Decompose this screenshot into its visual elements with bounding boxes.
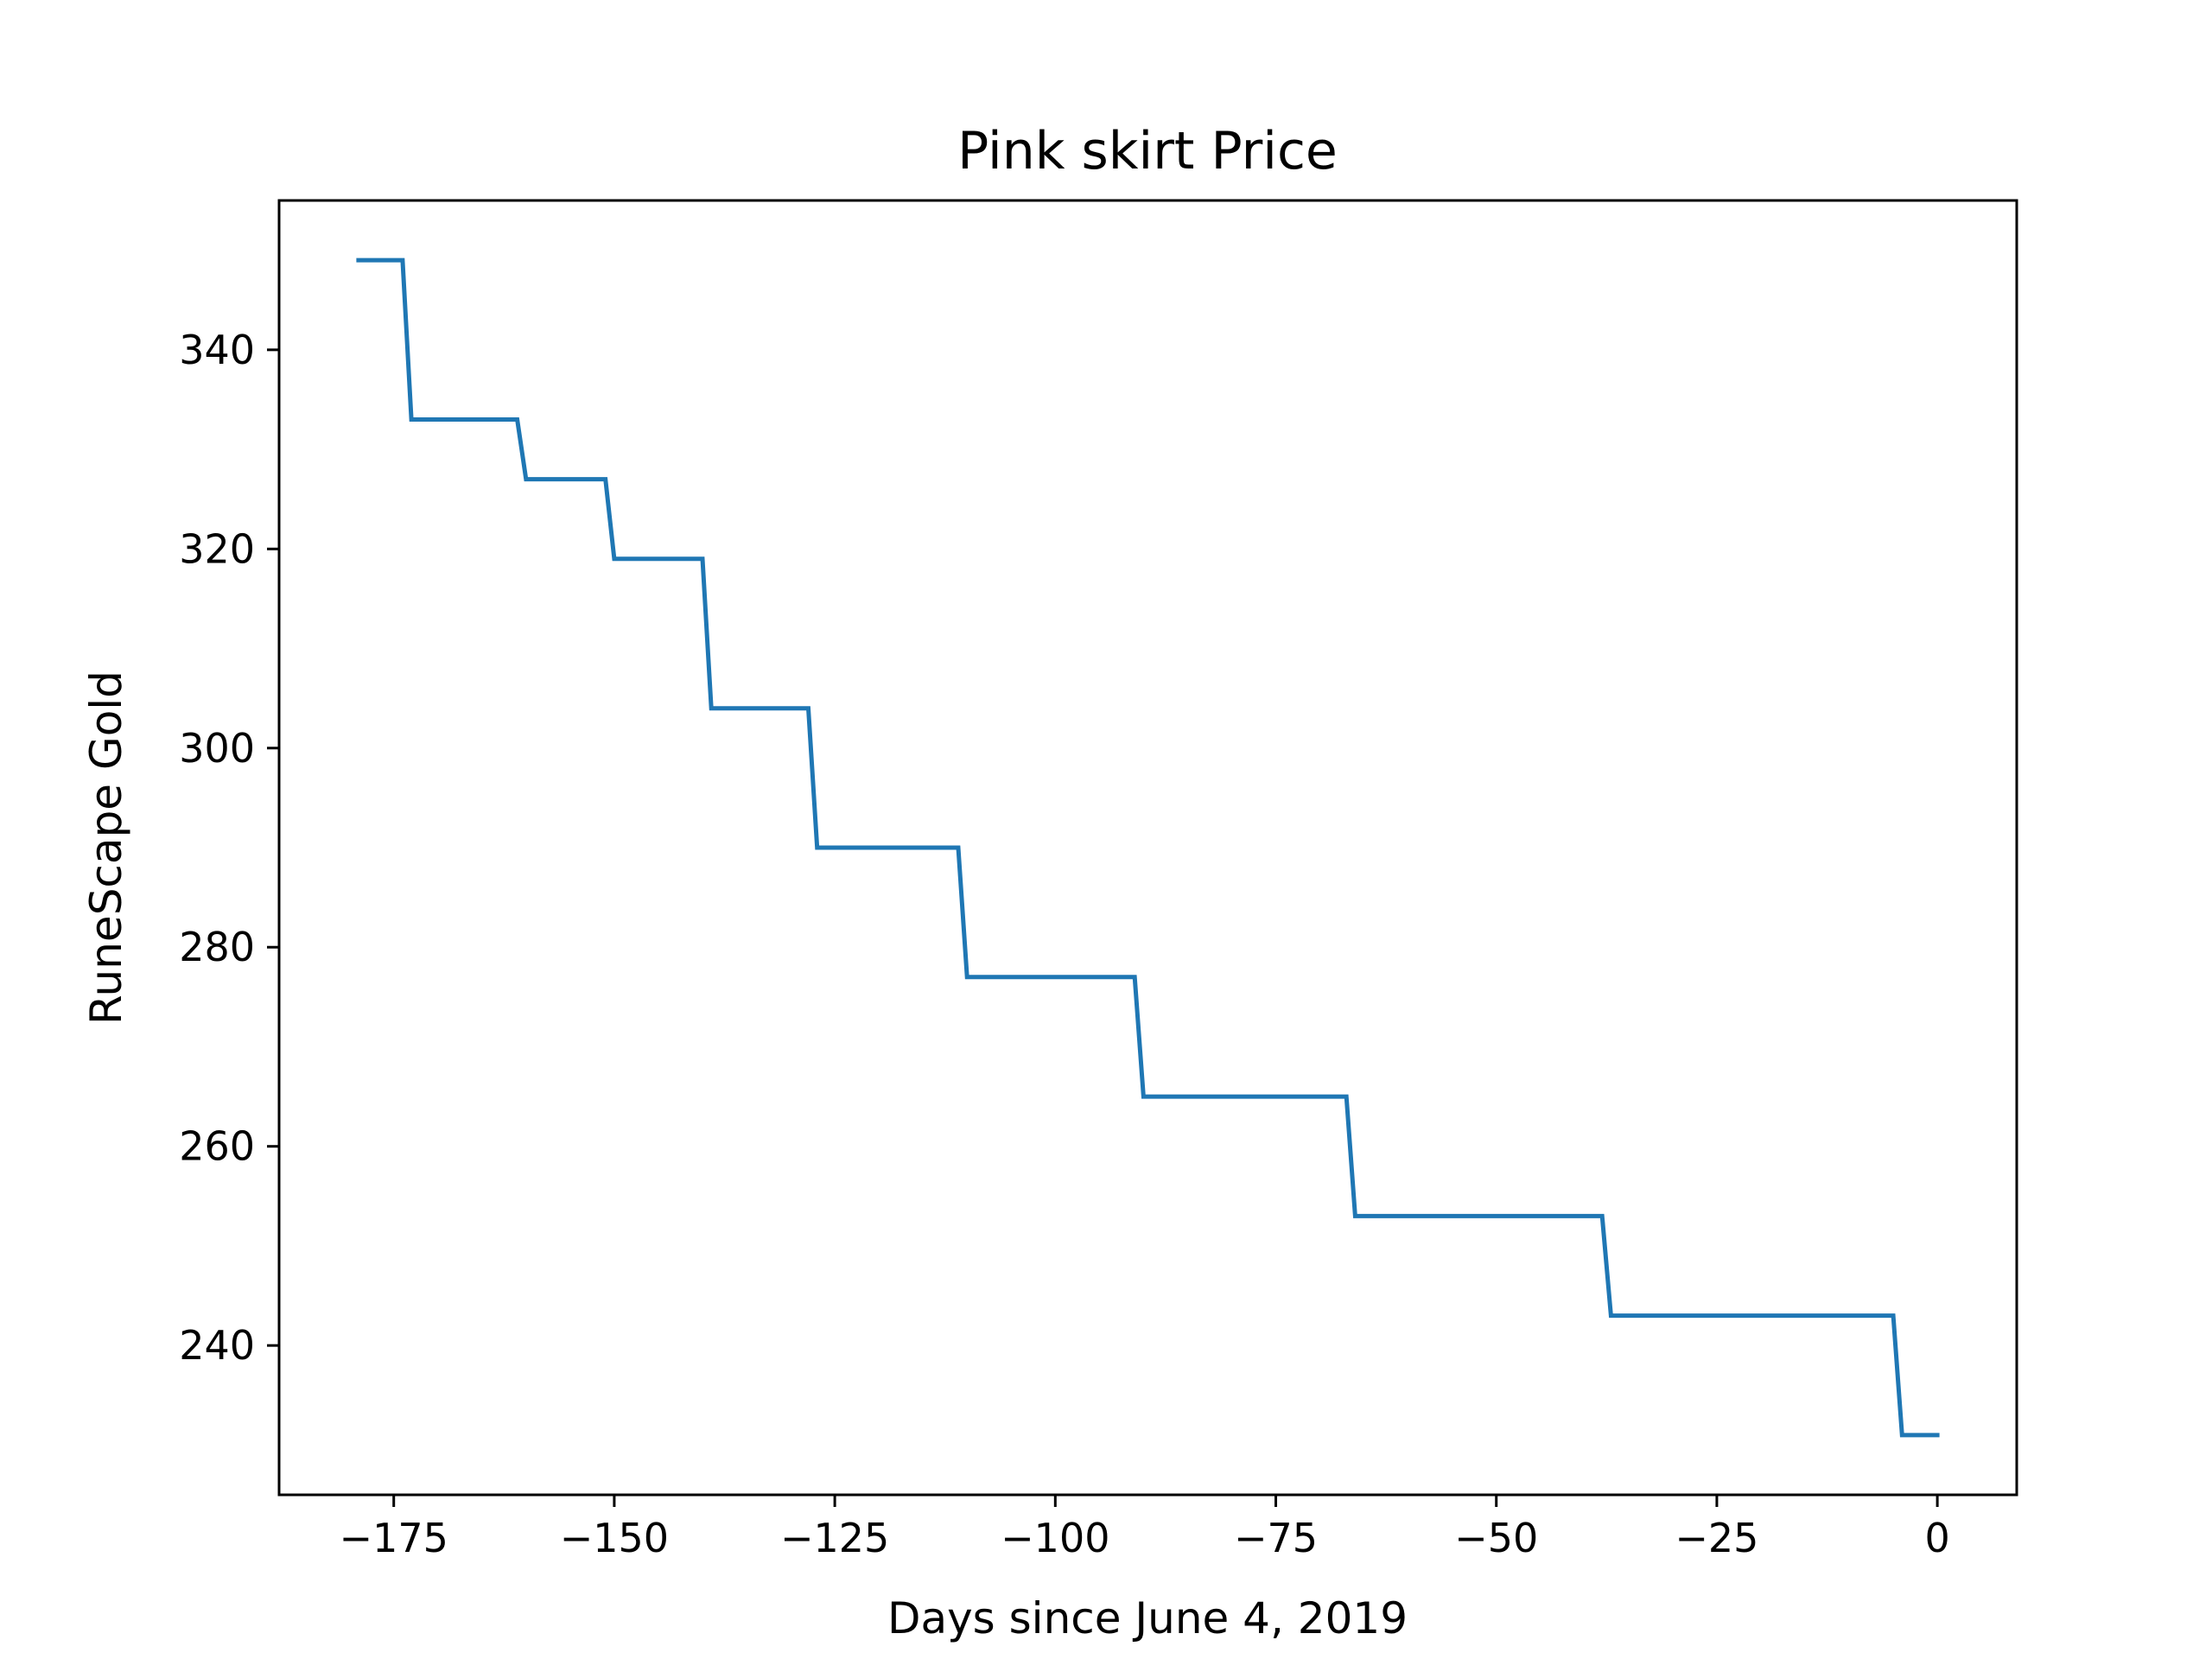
y-tick-label: 300 bbox=[179, 725, 255, 772]
x-tick-label: −175 bbox=[340, 1515, 448, 1561]
x-tick-label: −125 bbox=[780, 1515, 889, 1561]
y-axis: 240 260 280 300 320 340 bbox=[179, 327, 279, 1369]
x-tick-label: −100 bbox=[1001, 1515, 1109, 1561]
x-tick-label: 0 bbox=[1924, 1515, 1949, 1561]
y-tick-label: 320 bbox=[179, 525, 255, 572]
x-tick-label: −75 bbox=[1234, 1515, 1318, 1561]
x-tick-label: −50 bbox=[1454, 1515, 1538, 1561]
y-tick-label: 280 bbox=[179, 924, 255, 970]
x-tick-label: −25 bbox=[1675, 1515, 1758, 1561]
y-axis-label: RuneScape Gold bbox=[81, 671, 131, 1025]
y-tick-label: 240 bbox=[179, 1322, 255, 1369]
x-axis-label: Days since June 4, 2019 bbox=[887, 1593, 1408, 1643]
y-tick-label: 260 bbox=[179, 1123, 255, 1170]
plot-area bbox=[356, 257, 1940, 1438]
chart-title: Pink skirt Price bbox=[957, 121, 1338, 181]
axes-frame bbox=[277, 199, 2018, 1497]
y-tick-label: 340 bbox=[179, 327, 255, 373]
series-line-0 bbox=[356, 257, 1940, 1438]
x-tick-label: −150 bbox=[560, 1515, 669, 1561]
x-axis: −175 −150 −125 −100 −75 −50 −25 0 bbox=[340, 1495, 1950, 1561]
